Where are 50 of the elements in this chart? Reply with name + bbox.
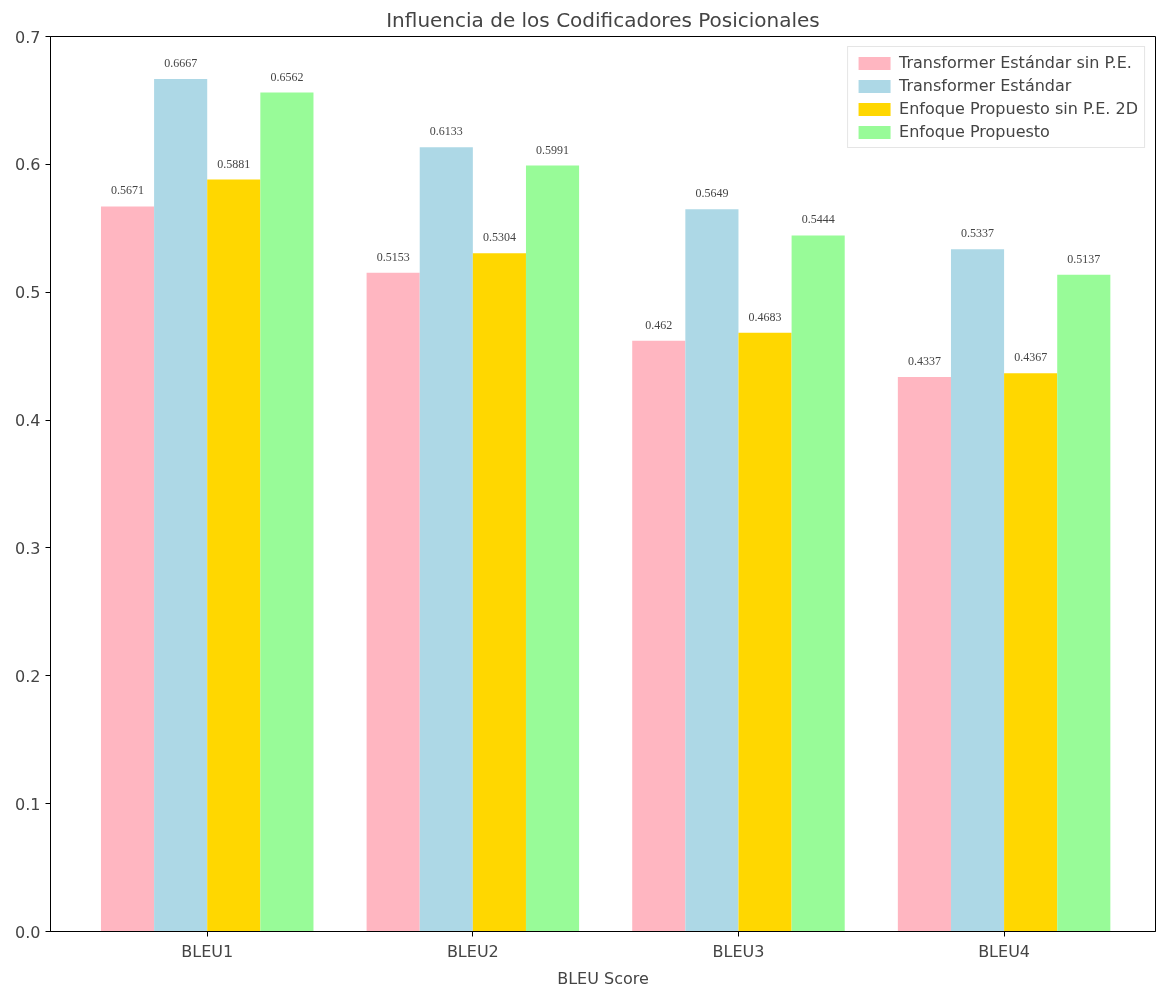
data-label: 0.6562 bbox=[270, 69, 304, 84]
x-tick-label: BLEU3 bbox=[712, 941, 765, 961]
y-tick-label: 0.1 bbox=[15, 794, 41, 814]
bar bbox=[525, 165, 580, 932]
data-label: 0.6667 bbox=[164, 56, 198, 71]
bar bbox=[1057, 274, 1111, 932]
x-axis-title: BLEU Score bbox=[557, 968, 649, 988]
y-tick-label: 0.2 bbox=[15, 666, 41, 686]
legend-label: Transformer Estándar sin P.E. bbox=[899, 53, 1132, 72]
y-tick-label: 0.6 bbox=[15, 155, 41, 175]
data-label: 0.462 bbox=[645, 317, 673, 332]
bar bbox=[154, 79, 208, 932]
data-label: 0.5137 bbox=[1067, 251, 1101, 266]
y-tick-label: 0.3 bbox=[15, 538, 41, 558]
data-label: 0.4367 bbox=[1014, 350, 1048, 365]
y-tick-label: 0.4 bbox=[15, 411, 41, 431]
legend-label: Transformer Estándar bbox=[899, 76, 1072, 95]
bar bbox=[100, 206, 155, 932]
bar bbox=[366, 272, 420, 932]
data-label: 0.5153 bbox=[376, 249, 410, 264]
x-tick-label: BLEU1 bbox=[181, 941, 234, 961]
chart-title: Influencia de los Codificadores Posicionales bbox=[386, 7, 820, 32]
bar bbox=[207, 179, 261, 932]
y-tick-label: 0.0 bbox=[15, 922, 41, 942]
data-label: 0.5881 bbox=[217, 156, 251, 171]
data-label: 0.5649 bbox=[695, 186, 729, 201]
data-label: 0.4337 bbox=[907, 353, 941, 368]
data-label: 0.6133 bbox=[429, 124, 463, 139]
legend-label: Enfoque Propuesto bbox=[899, 122, 1050, 141]
bar bbox=[685, 209, 739, 932]
data-label: 0.5991 bbox=[536, 142, 570, 157]
data-label: 0.5671 bbox=[111, 183, 145, 198]
bar bbox=[897, 376, 951, 932]
bar bbox=[260, 92, 314, 932]
data-label: 0.4683 bbox=[748, 309, 782, 324]
legend-label: Enfoque Propuesto sin P.E. 2D bbox=[899, 99, 1138, 118]
x-tick-label: BLEU2 bbox=[446, 941, 499, 961]
bar bbox=[738, 332, 792, 932]
bar bbox=[791, 235, 845, 932]
data-label: 0.5337 bbox=[961, 226, 995, 241]
bar bbox=[1004, 373, 1058, 932]
bar bbox=[472, 253, 526, 932]
bar bbox=[419, 147, 473, 932]
data-label: 0.5444 bbox=[801, 212, 835, 227]
y-tick-label: 0.5 bbox=[15, 283, 41, 303]
x-tick-label: BLEU4 bbox=[978, 941, 1031, 961]
y-tick-label: 0.7 bbox=[15, 27, 41, 47]
data-label: 0.5304 bbox=[482, 230, 516, 245]
bar bbox=[950, 249, 1005, 932]
bar bbox=[632, 340, 686, 932]
